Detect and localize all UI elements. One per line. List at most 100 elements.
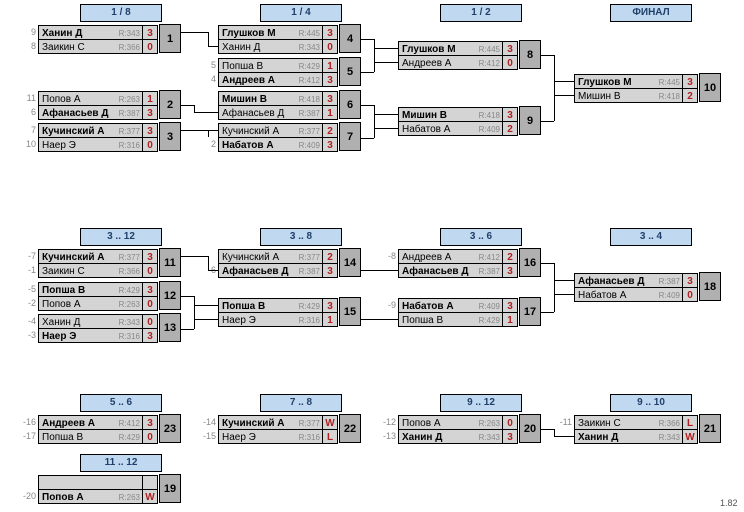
seed-number: -17	[20, 429, 36, 443]
player-name: Попша В	[219, 59, 292, 72]
seed-number: 6	[20, 105, 36, 119]
match-row: Андреев АR:4123	[218, 72, 338, 87]
player-name: Заикин С	[39, 40, 112, 53]
player-rating: R:343	[652, 430, 682, 443]
player-score: 1	[322, 106, 337, 119]
player-rating: R:387	[652, 274, 682, 287]
match-row: Андреев АR:4123	[38, 415, 158, 430]
match-row: Попша ВR:4290	[38, 429, 158, 444]
connector-line	[374, 48, 398, 49]
player-rating: R:263	[472, 416, 502, 429]
round-header: 3 .. 12	[80, 228, 162, 246]
player-name: Андреев А	[399, 250, 472, 263]
connector-line	[208, 46, 218, 47]
match-number: 14	[339, 248, 361, 277]
match-row: Глушков МR:4453	[398, 41, 518, 56]
seed-number: 2	[200, 137, 216, 151]
match: -9Набатов АR:4093Попша ВR:429117	[398, 298, 540, 327]
player-score: W	[682, 430, 697, 443]
player-score: W	[322, 416, 337, 429]
match: -16Андреев АR:4123-17Попша ВR:429023	[38, 415, 180, 444]
player-name: Андреев А	[399, 56, 472, 69]
player-rating: R:445	[472, 42, 502, 55]
player-score: 3	[322, 138, 337, 151]
connector-line	[540, 121, 554, 122]
match-number: 2	[159, 90, 181, 119]
match-row: Афанасьев ДR:3873	[398, 263, 518, 278]
match: -4Ханин ДR:3430-3Наер ЭR:316313	[38, 314, 180, 343]
seed-number: -11	[556, 415, 572, 429]
match-row: Ханин ДR:3433	[38, 25, 158, 40]
round-header: 7 .. 8	[260, 394, 342, 412]
player-score: 2	[322, 250, 337, 263]
connector-line	[208, 270, 218, 271]
player-score: 0	[142, 297, 157, 310]
connector-line	[374, 62, 398, 63]
connector-line	[388, 270, 398, 271]
player-score: 2	[502, 250, 517, 263]
connector-line	[194, 305, 218, 306]
match-row: Мишин ВR:4183	[398, 107, 518, 122]
seed-number: 10	[20, 137, 36, 151]
match-row: Ханин ДR:3430	[38, 314, 158, 329]
player-name	[39, 476, 112, 489]
match-row: Попов АR:2631	[38, 91, 158, 106]
seed-number: -13	[380, 429, 396, 443]
player-rating: R:263	[112, 92, 142, 105]
match-row: Мишин ВR:4182	[574, 88, 698, 103]
match-row: Андреев АR:4120	[398, 55, 518, 70]
connector-line	[208, 256, 209, 270]
connector-line	[554, 280, 574, 281]
player-rating: R:366	[112, 40, 142, 53]
seed-number: 8	[20, 39, 36, 53]
match: Мишин ВR:4183Набатов АR:40929	[398, 107, 540, 136]
match-number: 11	[159, 248, 181, 277]
player-name: Кучинский А	[219, 250, 292, 263]
seed-number: -7	[20, 249, 36, 263]
match-row: Ханин ДR:343W	[574, 429, 698, 444]
connector-line	[180, 32, 208, 33]
connector-line	[374, 105, 375, 138]
player-rating: R:387	[292, 264, 322, 277]
player-score: 0	[502, 416, 517, 429]
match-row: Попша ВR:4291	[218, 58, 338, 73]
match-row: Попов АR:2630	[38, 296, 158, 311]
connector-line	[554, 55, 555, 121]
match: -5Попша ВR:4293-2Попов АR:263012	[38, 282, 180, 311]
connector-line	[180, 329, 194, 330]
player-name: Ханин Д	[219, 40, 292, 53]
connector-line	[554, 81, 574, 82]
player-score: 3	[682, 274, 697, 287]
match-row: Мишин ВR:4183	[218, 91, 338, 106]
match: Кучинский АR:37722Набатов АR:40937	[218, 123, 360, 152]
player-rating: R:343	[472, 430, 502, 443]
player-name: Кучинский А	[219, 124, 292, 137]
player-rating: R:343	[112, 315, 142, 328]
player-score: L	[322, 430, 337, 443]
player-rating: R:316	[112, 138, 142, 151]
match: 5Попша ВR:42914Андреев АR:41235	[218, 58, 360, 87]
player-rating: R:418	[472, 108, 502, 121]
player-name: Андреев А	[219, 73, 292, 86]
player-name: Попша В	[39, 283, 112, 296]
seed-number: -16	[20, 415, 36, 429]
player-name: Наер Э	[39, 329, 112, 342]
match-number: 15	[339, 297, 361, 326]
match-row: Заикин СR:3660	[38, 263, 158, 278]
match-row: Ханин ДR:3433	[398, 429, 518, 444]
player-name: Наер Э	[39, 138, 112, 151]
round-header: 3 .. 8	[260, 228, 342, 246]
match-row: Кучинский АR:3773	[38, 123, 158, 138]
seed-number: 11	[20, 91, 36, 105]
player-score: 3	[142, 283, 157, 296]
connector-line	[554, 95, 574, 96]
connector-line	[194, 319, 218, 320]
player-rating: R:377	[292, 124, 322, 137]
player-name: Наер Э	[219, 430, 292, 443]
match: -11Заикин СR:366LХанин ДR:343W21	[574, 415, 720, 444]
player-score: 3	[142, 106, 157, 119]
player-rating: R:366	[652, 416, 682, 429]
player-name: Набатов А	[575, 288, 652, 301]
player-name: Кучинский А	[39, 124, 112, 137]
player-score: 0	[682, 288, 697, 301]
